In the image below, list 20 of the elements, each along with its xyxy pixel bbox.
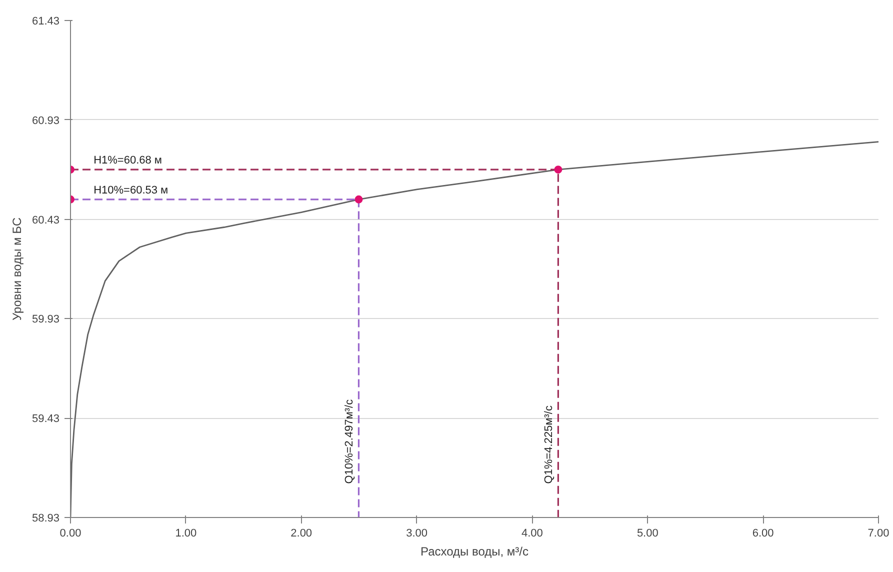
x-tick-label: 0.00: [60, 528, 82, 540]
annotation: H10%=60.53 м: [94, 184, 168, 196]
y-axis-title: Уровни воды м БС: [10, 217, 24, 321]
annotation: H1%=60.68 м: [94, 154, 162, 167]
x-tick-label: 5.00: [636, 528, 658, 540]
y-tick-label: 58.93: [32, 512, 60, 524]
y-tick-label: 61.43: [32, 16, 60, 28]
x-tick-label: 6.00: [752, 528, 774, 540]
x-tick-label: 4.00: [522, 528, 543, 540]
x-tick-label: 7.00: [868, 528, 890, 540]
annotation: Q1%=4.225м³/с: [543, 405, 556, 484]
x-tick-label: 3.00: [406, 528, 428, 540]
annotation: Q10%=2.497м³/с: [344, 398, 356, 484]
y-tick-label: 60.43: [32, 214, 60, 226]
y-tick-label: 59.43: [32, 413, 60, 426]
x-tick-label: 2.00: [290, 528, 312, 540]
x-axis-title: Расходы воды, м³/с: [420, 544, 529, 558]
y-tick-label: 59.93: [32, 314, 60, 326]
x-tick-label: 1.00: [175, 528, 197, 540]
y-tick-label: 60.93: [32, 114, 60, 127]
